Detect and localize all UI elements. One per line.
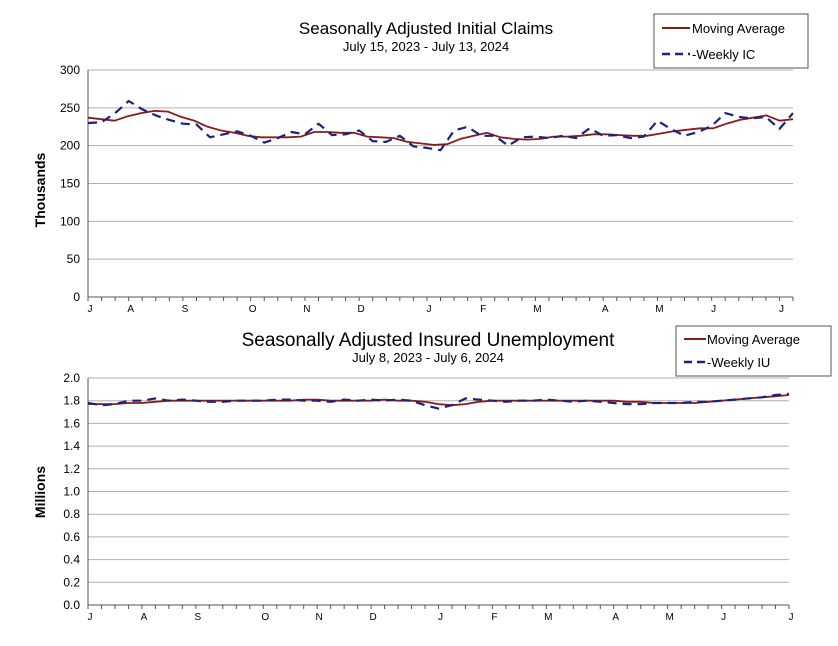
chart1-legend-box (653, 13, 809, 69)
chart2-month-label: J (88, 612, 93, 623)
chart1-month-label: N (303, 304, 310, 315)
chart2-month-label: J (721, 612, 726, 623)
chart2-ytick-label: 0.8 (63, 507, 80, 521)
chart2-month-label: M (544, 612, 552, 623)
chart2-ytick-label: 0.0 (63, 598, 80, 612)
chart2-legend-weekly-label: -Weekly IU (707, 355, 770, 370)
chart1-month-label: J (779, 304, 784, 315)
chart1-plot: 0 50 100 150 200 250 300 J A S O N D J F M A M J J (60, 63, 794, 315)
chart2-month-label: M (666, 612, 674, 623)
chart1-month-label: M (655, 304, 663, 315)
chart2-month-label: A (141, 612, 148, 623)
chart1-month-label: A (127, 304, 134, 315)
chart1-subtitle: July 15, 2023 - July 13, 2024 (343, 39, 509, 54)
chart1-ytick-label: 100 (60, 214, 80, 228)
chart2-series-weekly-line (87, 392, 790, 410)
chart1-month-label: J (88, 304, 93, 315)
chart2-ytick-label: 0.6 (63, 530, 80, 544)
chart1-series-moving-average-line (87, 110, 794, 146)
chart2-ytick-label: 2.0 (63, 371, 80, 385)
chart1-ytick-label: 200 (60, 139, 80, 153)
chart1-legend-ma-label: Moving Average (692, 21, 785, 36)
chart2-month-label: J (789, 612, 794, 623)
chart1-ytick-label: 150 (60, 177, 80, 191)
chart1-month-label: M (533, 304, 541, 315)
chart2-ytick-label: 1.2 (63, 462, 80, 476)
chart2-ytick-label: 0.4 (63, 553, 80, 567)
chart1-title: Seasonally Adjusted Initial Claims (299, 19, 553, 38)
chart1-month-label: J (711, 304, 716, 315)
chart1-month-label: J (426, 304, 431, 315)
chart1-month-label: A (602, 304, 609, 315)
chart2-month-label: D (369, 612, 376, 623)
chart1-month-label: S (182, 304, 189, 315)
chart1-ylabel: Thousands (32, 152, 48, 227)
chart1-legend-weekly-label: -Weekly IC (692, 47, 755, 62)
chart2-legend: Moving Average -Weekly IU (675, 325, 832, 377)
chart2-month-label: O (261, 612, 269, 623)
chart2-title: Seasonally Adjusted Insured Unemployment (242, 330, 616, 351)
chart2-legend-ma-label: Moving Average (707, 332, 800, 347)
chart1-series-weekly-line (87, 99, 794, 152)
chart2-month-label: J (438, 612, 443, 623)
chart1-ytick-label: 250 (60, 101, 80, 115)
chart1-month-label: F (480, 304, 486, 315)
chart2-ylabel: Millions (32, 466, 48, 518)
chart1-ytick-label: 50 (67, 252, 81, 266)
chart2-subtitle: July 8, 2023 - July 6, 2024 (352, 350, 504, 365)
chart2-month-label: F (491, 612, 497, 623)
chart2-ytick-label: 0.2 (63, 575, 80, 589)
chart2-legend-box (675, 325, 832, 377)
chart2-ytick-label: 1.6 (63, 416, 80, 430)
chart2-month-label: A (612, 612, 619, 623)
chart1-ytick-label: 0 (73, 290, 80, 304)
chart1-month-label: O (249, 304, 257, 315)
chart2-ytick-label: 1.4 (63, 439, 80, 453)
chart1-ytick-label: 300 (60, 63, 80, 77)
chart1-legend: Moving Average -Weekly IC (653, 13, 809, 69)
chart2-month-label: S (195, 612, 202, 623)
chart2-ytick-label: 1.0 (63, 485, 80, 499)
chart1-month-label: D (358, 304, 365, 315)
chart2-month-label: N (316, 612, 323, 623)
chart2-ytick-label: 1.8 (63, 394, 80, 408)
chart2-plot: 0.0 0.2 0.4 0.6 0.8 1.0 1.2 1.4 1.6 1.8 2.0 J A S O N D J… (63, 371, 793, 623)
